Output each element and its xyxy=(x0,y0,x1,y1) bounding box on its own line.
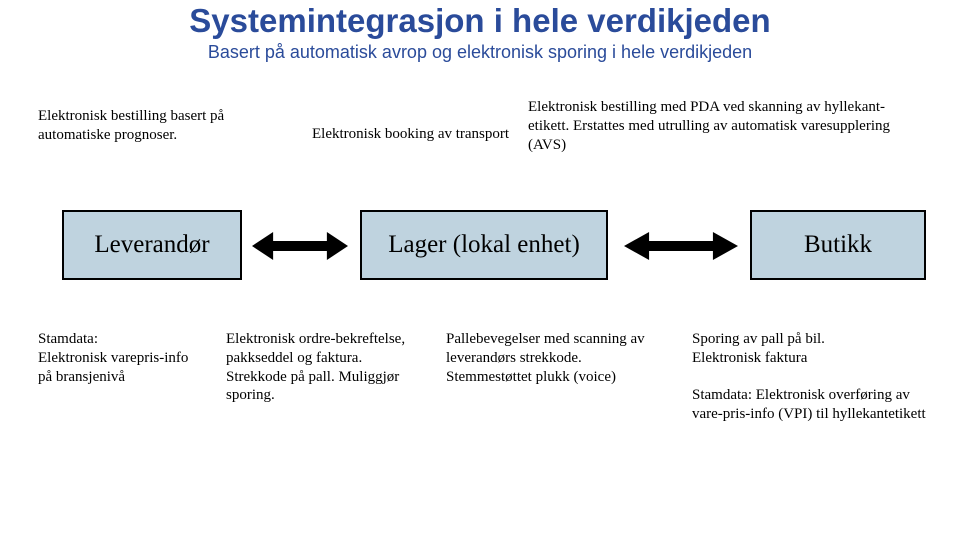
double-arrow-icon xyxy=(624,230,738,262)
annot-bottom-2: Pallebevegelser med scanning av leverand… xyxy=(446,330,661,386)
flow-box-label: Lager (lokal enhet) xyxy=(388,231,580,259)
page-title: Systemintegrasjon i hele verdikjeden xyxy=(0,2,960,40)
flow-box-inner: Leverandør xyxy=(62,210,242,280)
annot-bottom-1: Elektronisk ordre-bekreftelse, pakksedde… xyxy=(226,330,426,405)
flow-box-lager: Lager (lokal enhet) xyxy=(360,212,608,278)
annot-top-2: Elektronisk bestilling med PDA ved skann… xyxy=(528,98,920,154)
flow-box-inner: Lager (lokal enhet) xyxy=(360,210,608,280)
flow-box-label: Butikk xyxy=(804,231,872,259)
annot-top-0: Elektronisk bestilling basert på automat… xyxy=(38,107,283,145)
flow-box-butikk: Butikk xyxy=(750,212,926,278)
annot-top-1: Elektronisk booking av transport xyxy=(312,125,512,144)
annot-bottom-3: Sporing av pall på bil. Elektronisk fakt… xyxy=(692,330,934,424)
double-arrow-icon xyxy=(252,230,348,262)
flow-box-label: Leverandør xyxy=(94,231,209,259)
flow-box-inner: Butikk xyxy=(750,210,926,280)
annot-bottom-0: Stamdata: Elektronisk varepris-info på b… xyxy=(38,330,204,386)
flow-box-leverandor: Leverandør xyxy=(62,212,242,278)
page-subtitle: Basert på automatisk avrop og elektronis… xyxy=(0,42,960,63)
